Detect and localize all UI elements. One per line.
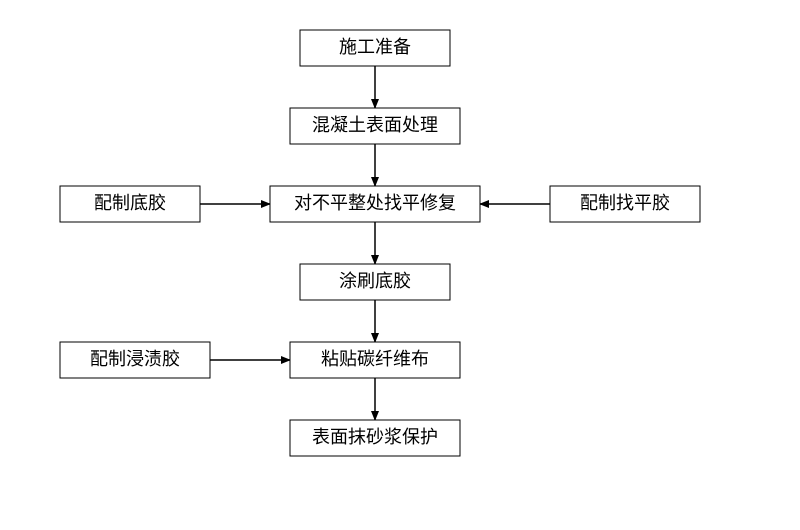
flow-node-label: 配制找平胶 (580, 193, 670, 213)
flow-node-s3: 配制浸渍胶 (60, 342, 210, 378)
flow-node-label: 表面抹砂浆保护 (312, 427, 438, 447)
flow-node-label: 涂刷底胶 (339, 271, 411, 291)
flow-node-s1: 配制底胶 (60, 186, 200, 222)
flow-node-n1: 施工准备 (300, 30, 450, 66)
flow-node-label: 施工准备 (339, 37, 411, 57)
flow-node-s2: 配制找平胶 (550, 186, 700, 222)
flow-node-n6: 表面抹砂浆保护 (290, 420, 460, 456)
flow-node-n4: 涂刷底胶 (300, 264, 450, 300)
flow-node-n5: 粘贴碳纤维布 (290, 342, 460, 378)
flow-node-n3: 对不平整处找平修复 (270, 186, 480, 222)
flowchart-canvas: 施工准备混凝土表面处理对不平整处找平修复涂刷底胶粘贴碳纤维布表面抹砂浆保护 配制底… (0, 0, 800, 530)
nodes-layer: 施工准备混凝土表面处理对不平整处找平修复涂刷底胶粘贴碳纤维布表面抹砂浆保护 配制底… (60, 30, 700, 456)
flow-node-n2: 混凝土表面处理 (290, 108, 460, 144)
flow-node-label: 混凝土表面处理 (312, 115, 438, 135)
flow-node-label: 配制浸渍胶 (90, 349, 180, 369)
flow-node-label: 配制底胶 (94, 193, 166, 213)
flow-node-label: 对不平整处找平修复 (294, 193, 456, 213)
flow-node-label: 粘贴碳纤维布 (321, 349, 429, 369)
